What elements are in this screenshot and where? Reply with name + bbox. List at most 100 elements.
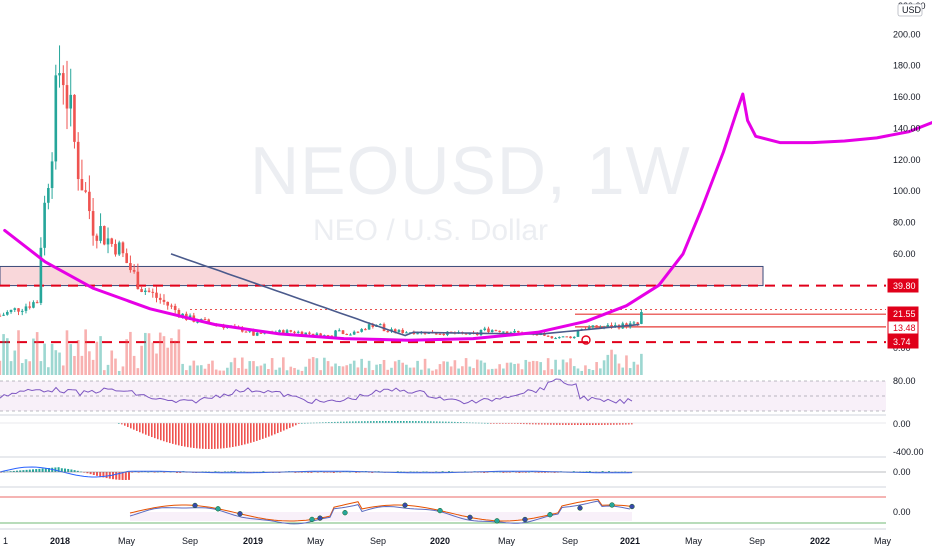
candle-body	[337, 330, 341, 332]
stoch-signal-dot	[309, 516, 315, 523]
volume-bar	[408, 367, 412, 375]
panel-tick-label: -400.00	[893, 447, 924, 457]
time-tick-label: May	[874, 536, 892, 546]
volume-bar	[528, 361, 531, 375]
stoch-signal-dot	[547, 512, 553, 518]
volume-bar	[416, 360, 419, 375]
histogram-bar	[322, 422, 324, 424]
macd-bar	[118, 472, 121, 480]
volume-bar	[378, 364, 382, 375]
volume-bar	[341, 366, 345, 375]
volume-bar	[158, 332, 162, 375]
candle-body	[106, 238, 110, 245]
volume-bar	[240, 357, 244, 375]
price-tag	[887, 320, 919, 335]
volume-bar	[319, 370, 322, 375]
volume-bar	[117, 370, 121, 375]
histogram-bar	[532, 423, 534, 425]
histogram-bar	[556, 423, 558, 425]
histogram-bar	[148, 423, 150, 436]
volume-bar	[282, 357, 285, 375]
histogram-bar	[244, 423, 246, 445]
volume-bar	[129, 331, 132, 375]
histogram-bar	[283, 423, 285, 431]
volume-bar	[91, 359, 95, 375]
volume-bar	[248, 361, 252, 375]
histogram-bar	[301, 422, 303, 424]
macd-bar	[76, 470, 79, 472]
volume-bar	[524, 359, 528, 375]
resistance-zone	[0, 265, 764, 287]
candle-body	[308, 332, 311, 334]
histogram-bar	[427, 421, 429, 423]
histogram-bar	[397, 421, 399, 423]
volume-bar	[218, 370, 222, 375]
volume-bar	[315, 358, 319, 375]
volume-bar	[475, 359, 479, 375]
volume-bar	[95, 341, 99, 375]
candle-body	[371, 324, 375, 327]
volume-bar	[584, 365, 587, 375]
candle-body	[341, 330, 345, 334]
candle-body	[304, 332, 308, 335]
volume-bar	[32, 338, 35, 375]
volume-bar	[199, 365, 203, 375]
candle-body	[91, 211, 95, 236]
volume-bar	[24, 359, 28, 375]
price-tick-label: 200.00	[893, 29, 921, 39]
histogram-bar	[613, 423, 615, 425]
price-tag-label: 21.55	[893, 309, 916, 319]
histogram-bar	[175, 423, 177, 445]
volume-bar	[170, 338, 173, 375]
histogram-bar	[178, 423, 180, 446]
volume-bar	[88, 351, 91, 375]
macd-bar	[524, 472, 527, 473]
macd-bar	[96, 472, 98, 476]
histogram-bar	[586, 423, 588, 425]
candle-body	[158, 297, 162, 300]
volume-bar	[229, 362, 233, 375]
volume-bar	[226, 367, 229, 375]
candle-body	[464, 333, 468, 335]
histogram-bar	[196, 423, 198, 449]
volume-bar	[632, 361, 636, 375]
histogram-bar	[490, 423, 492, 424]
macd-bar	[35, 469, 38, 472]
candle-body	[349, 334, 352, 336]
macd-bar	[70, 469, 73, 472]
volume-bar	[106, 364, 110, 375]
price-tick-label: 80.00	[893, 218, 916, 228]
candle-body	[442, 333, 446, 335]
candle-body	[170, 305, 173, 307]
volume-bar	[214, 369, 218, 375]
histogram-bar	[292, 423, 294, 427]
candle-body	[2, 314, 5, 316]
volume-bar	[449, 366, 453, 375]
macd-bar	[585, 471, 588, 472]
histogram-bar	[274, 423, 276, 435]
volume-bar	[65, 330, 69, 375]
macd-bar	[92, 472, 95, 476]
macd-bar	[540, 472, 543, 473]
candle-body	[6, 312, 9, 315]
volume-bar	[606, 354, 610, 375]
candle-body	[20, 310, 24, 312]
candle-body	[311, 333, 315, 336]
macd-bar	[28, 469, 31, 472]
candle-body	[513, 330, 516, 333]
histogram-bar	[379, 421, 381, 423]
candle-body	[121, 242, 125, 254]
volume-bar	[173, 340, 177, 375]
histogram-bar	[256, 423, 258, 441]
volume-bar	[401, 362, 404, 375]
histogram-bar	[421, 421, 423, 423]
candle-body	[356, 331, 360, 333]
volume-bar	[509, 362, 513, 375]
price-tick-label: 180.00	[893, 61, 921, 71]
macd-bar	[38, 468, 41, 472]
macd-bar	[128, 472, 130, 480]
histogram-bar	[163, 423, 165, 442]
histogram-bar	[286, 423, 288, 430]
histogram-bar	[247, 423, 249, 444]
